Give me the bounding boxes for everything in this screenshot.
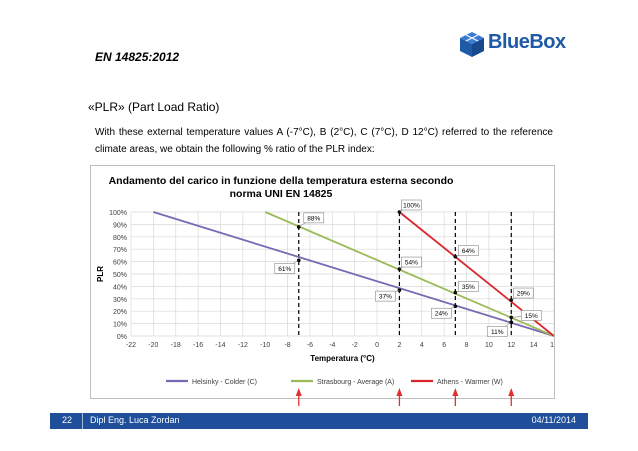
annotation-box <box>401 199 422 211</box>
x-tick-label: -18 <box>171 342 181 349</box>
x-tick-label: 12 <box>507 342 515 349</box>
bluebox-logo: BlueBox <box>458 30 598 58</box>
annotation-label: 35% <box>462 284 475 291</box>
cube-icon <box>460 32 484 57</box>
annotation-label: 15% <box>525 313 538 320</box>
legend-label-1: Strasbourg - Average (A) <box>317 379 394 386</box>
chart-svg: Andamento del carico in funzione della t… <box>96 175 554 386</box>
annotation-box <box>274 263 296 274</box>
intro-paragraph: With these external temperature values A… <box>95 127 553 155</box>
x-tick-label: 6 <box>442 342 446 349</box>
footer-bar: 22 Dipl Eng. Luca Zordan 04/11/2014 <box>50 413 588 429</box>
logo-text: BlueBox <box>488 31 566 53</box>
y-tick-label: 70% <box>113 247 127 254</box>
annotation-box <box>486 326 508 337</box>
x-tick-label: 2 <box>397 342 401 349</box>
y-tick-label: 40% <box>113 284 127 291</box>
series-line-1 <box>264 211 554 337</box>
y-tick-label: 100% <box>109 210 127 217</box>
annotation-label: 54% <box>405 260 418 267</box>
x-tick-label: 8 <box>465 342 469 349</box>
x-tick-label: 14 <box>530 342 538 349</box>
x-tick-label: -6 <box>307 342 313 349</box>
x-axis-label: Temperatura (°C) <box>310 354 375 363</box>
y-tick-label: 0% <box>117 334 127 341</box>
y-tick-label: 50% <box>113 272 127 279</box>
annotation-point <box>453 254 458 259</box>
y-tick-label: 90% <box>113 222 127 229</box>
plr-chart: Andamento del carico in funzione della t… <box>90 165 555 399</box>
legend-label-0: Helsinky - Colder (C) <box>192 379 257 386</box>
x-tick-label: 16 <box>550 342 554 349</box>
y-tick-label: 60% <box>113 260 127 267</box>
x-tick-label: -22 <box>126 342 136 349</box>
annotation-box <box>458 245 479 256</box>
y-tick-label: 80% <box>113 235 127 242</box>
chart-title-line-1: Andamento del carico in funzione della t… <box>109 175 454 187</box>
footer-divider <box>82 413 83 429</box>
y-tick-label: 30% <box>113 297 127 304</box>
page-number: 22 <box>62 415 73 425</box>
annotation-box <box>520 310 542 321</box>
x-tick-label: -10 <box>260 342 270 349</box>
annotation-label: 37% <box>379 294 392 301</box>
x-tick-label: -20 <box>148 342 158 349</box>
annotation-label: 100% <box>403 203 420 210</box>
annotation-label: 29% <box>517 291 530 298</box>
x-tick-label: 4 <box>420 342 424 349</box>
legend-label-2: Athens - Warmer (W) <box>437 379 503 386</box>
annotation-label: 24% <box>435 311 448 318</box>
x-tick-label: 0 <box>375 342 379 349</box>
series-line-0 <box>153 211 554 337</box>
y-axis-label: PLR <box>96 266 105 282</box>
annotation-point <box>296 258 301 263</box>
annotation-point <box>296 225 301 229</box>
x-tick-label: -8 <box>284 342 290 349</box>
annotation-point <box>509 320 514 325</box>
y-tick-label: 10% <box>113 322 127 329</box>
x-tick-label: -12 <box>238 342 248 349</box>
annotation-box <box>303 212 325 224</box>
annotation-box <box>431 307 452 319</box>
y-tick-label: 20% <box>113 309 127 316</box>
x-tick-label: -2 <box>352 342 358 349</box>
annotation-label: 11% <box>491 329 504 336</box>
author-name: Dipl Eng. Luca Zordan <box>90 415 180 425</box>
annotation-point <box>453 304 458 309</box>
x-tick-label: -14 <box>215 342 225 349</box>
annotation-label: 88% <box>307 215 320 222</box>
annotation-box <box>375 290 396 302</box>
annotation-box <box>458 281 479 292</box>
annotation-point <box>397 288 402 292</box>
presentation-date: 04/11/2014 <box>531 415 576 425</box>
x-tick-label: 10 <box>485 342 493 349</box>
annotation-label: 64% <box>462 248 475 255</box>
section-title: «PLR» (Part Load Ratio) <box>88 100 220 114</box>
annotation-box <box>401 256 422 268</box>
x-tick-label: -16 <box>193 342 203 349</box>
chart-title-line-2: norma UNI EN 14825 <box>230 188 333 200</box>
x-tick-label: -4 <box>329 342 335 349</box>
annotation-box <box>512 287 534 299</box>
annotation-label: 61% <box>278 266 291 273</box>
standard-label: EN 14825:2012 <box>95 50 180 64</box>
